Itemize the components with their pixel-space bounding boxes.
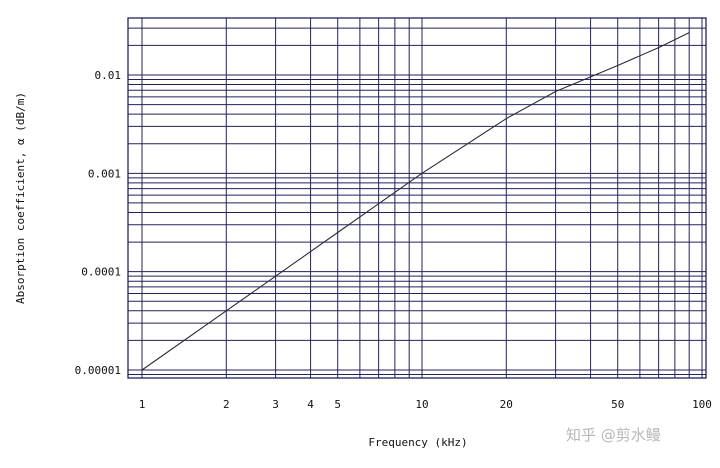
x-tick-label: 10 [415, 398, 428, 411]
y-tick-label: 0.001 [88, 167, 121, 180]
series-line [141, 32, 690, 371]
x-tick-label: 4 [307, 398, 314, 411]
x-tick-label: 1 [139, 398, 146, 411]
x-tick-label: 50 [611, 398, 624, 411]
x-tick-label: 3 [272, 398, 279, 411]
y-tick-label: 0.00001 [75, 364, 121, 377]
y-tick-label: 0.0001 [81, 266, 121, 279]
x-tick-labels: 1 2 3 4 5 10 20 50 100 [139, 398, 712, 411]
x-axis-label: Frequency (kHz) [368, 436, 467, 449]
plot-frame [127, 17, 707, 379]
watermark: 知乎 @剪水鳗 [566, 426, 661, 444]
y-tick-label: 0.01 [95, 69, 122, 82]
x-tick-label: 20 [500, 398, 513, 411]
y-axis-label: Absorption coefficient, α (dB/m) [14, 92, 27, 304]
y-tick-labels: 0.00001 0.0001 0.001 0.01 [75, 69, 121, 377]
series-layer [141, 32, 690, 371]
grid [127, 17, 707, 379]
x-tick-label: 100 [692, 398, 712, 411]
x-tick-label: 5 [334, 398, 341, 411]
x-tick-label: 2 [223, 398, 230, 411]
